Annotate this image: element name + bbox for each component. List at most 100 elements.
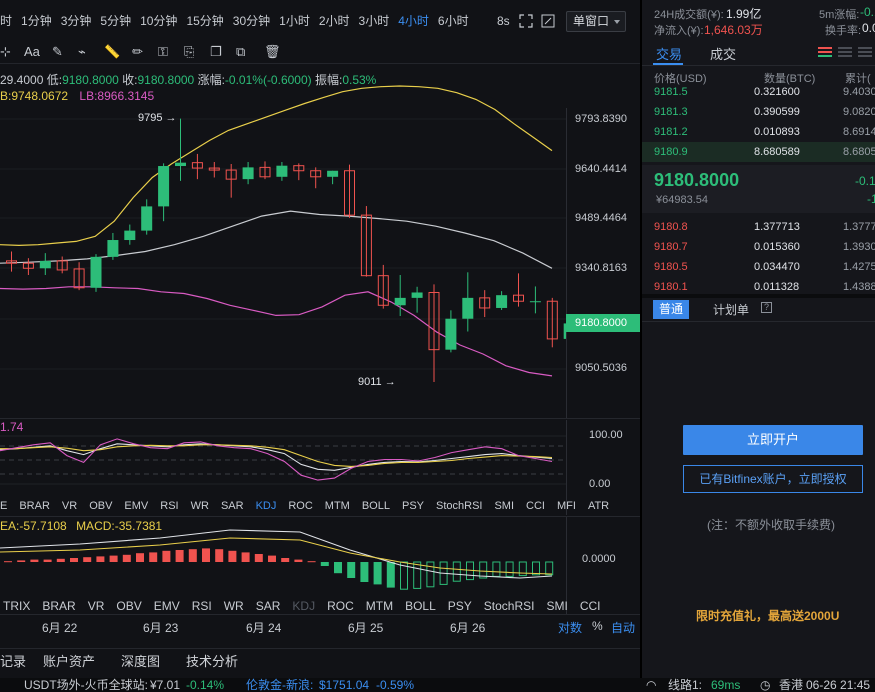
tab-account-assets[interactable]: 账户资产	[43, 654, 96, 669]
cursor-tool-icon[interactable]: ⊹	[0, 44, 11, 59]
indicator-tab-e[interactable]: E	[0, 500, 8, 512]
auto-scale-button[interactable]: 自动	[611, 621, 636, 635]
tab-plan-order[interactable]: 计划单	[713, 303, 750, 317]
indicator-tab-boll[interactable]: BOLL	[361, 500, 390, 512]
percent-scale-button[interactable]: %	[592, 619, 603, 633]
tab-records[interactable]: 记录	[0, 654, 27, 669]
indicator-tab-rsi[interactable]: RSI	[160, 500, 179, 512]
indicator-tab-kdj[interactable]: KDJ	[292, 599, 316, 613]
refresh-interval[interactable]: 8s	[497, 14, 510, 28]
copy-icon[interactable]: ⎘	[184, 44, 195, 59]
indicator-tab-emv[interactable]: EMV	[124, 500, 149, 512]
brush-tool-icon[interactable]: ✎	[52, 44, 63, 59]
indicator-tab-cci[interactable]: CCI	[526, 500, 545, 512]
trash-icon[interactable]: 🗑	[264, 44, 281, 59]
chart-area: 时 1分钟 3分钟 5分钟 10分钟 15分钟 30分钟 1小时 2小时 3小时 4小时 6小时 8s…	[0, 10, 640, 669]
pencil-tool-icon[interactable]: ✏	[132, 44, 143, 59]
log-scale-button[interactable]: 对数	[558, 621, 583, 635]
indicator-tab-sar[interactable]: SAR	[220, 500, 244, 512]
tab-normal-order[interactable]: 普通	[653, 300, 689, 319]
book-qty: 0.011328	[754, 281, 800, 293]
indicator-tab-brar[interactable]: BRAR	[19, 500, 50, 512]
indicator-tab-vr[interactable]: VR	[61, 500, 78, 512]
book-row[interactable]: 9180.9 8.680589 8.6805	[642, 142, 875, 162]
promo-banner[interactable]: 限时充值礼，最高送2000U	[696, 609, 840, 623]
indicator-tab-roc[interactable]: ROC	[327, 599, 354, 613]
book-row[interactable]: 9180.8 1.377713 1.3777	[642, 217, 875, 237]
indicator-tab-obv[interactable]: OBV	[89, 500, 113, 512]
kdj-tick: 100.00	[589, 429, 623, 441]
book-price: 9180.7	[654, 241, 688, 253]
candle-body	[529, 301, 541, 303]
interval-9[interactable]: 3小时	[358, 14, 390, 28]
magnet-tool-icon[interactable]: ⌁	[78, 44, 86, 59]
book-view-asks-icon[interactable]	[858, 47, 872, 61]
indicator-tab-rsi[interactable]: RSI	[191, 599, 212, 613]
help-icon[interactable]: ?	[761, 302, 772, 313]
indicator-tab-trix[interactable]: TRIX	[3, 599, 31, 613]
book-row[interactable]: 9180.1 0.011328 1.4388	[642, 277, 875, 297]
book-row[interactable]: 9180.7 0.015360 1.3930	[642, 237, 875, 257]
book-view-bids-icon[interactable]	[838, 47, 852, 61]
indicator-tab-vr[interactable]: VR	[87, 599, 105, 613]
indicator-tab-cci[interactable]: CCI	[579, 599, 601, 613]
authorize-button[interactable]: 已有Bitfinex账户，立即授权	[683, 465, 863, 493]
indicator-tab-smi[interactable]: SMI	[494, 500, 515, 512]
book-row[interactable]: 9180.5 0.034470 1.4275	[642, 257, 875, 277]
interval-5[interactable]: 15分钟	[186, 14, 224, 28]
macd-bar	[400, 561, 408, 590]
window-mode-select[interactable]: 单窗口	[566, 11, 626, 32]
candle-body	[259, 166, 271, 178]
interval-7[interactable]: 1小时	[279, 14, 310, 28]
kdj-k-line	[0, 443, 553, 471]
indicator-tab-smi[interactable]: SMI	[546, 599, 568, 613]
interval-3[interactable]: 5分钟	[100, 14, 132, 28]
indicator-tab-sar[interactable]: SAR	[255, 599, 281, 613]
indicator-tab-obv[interactable]: OBV	[116, 599, 142, 613]
candle-body	[411, 292, 423, 298]
interval-8[interactable]: 2小时	[318, 14, 350, 28]
indicator-tab-mtm[interactable]: MTM	[365, 599, 394, 613]
open-account-button[interactable]: 立即开户	[683, 425, 863, 455]
interval-2[interactable]: 3分钟	[60, 14, 92, 28]
book-qty: 0.010893	[754, 126, 800, 138]
indicator-tab-mtm[interactable]: MTM	[324, 500, 350, 512]
tab-depth-chart[interactable]: 深度图	[121, 654, 161, 669]
interval-10[interactable]: 4小时	[398, 14, 429, 28]
fullscreen-icon[interactable]	[519, 10, 533, 32]
indicator-tab-atr[interactable]: ATR	[587, 500, 610, 512]
lock-tool-icon[interactable]: ⚿	[158, 44, 168, 59]
macd-bar	[241, 552, 250, 562]
text-tool[interactable]: Aa	[24, 44, 40, 59]
indicator-tab-psy[interactable]: PSY	[447, 599, 472, 613]
candle-body	[225, 169, 237, 180]
ruler-tool-icon[interactable]: 📏	[104, 44, 121, 59]
indicator-tab-mfi[interactable]: MFI	[556, 500, 576, 512]
interval-1[interactable]: 1分钟	[21, 14, 52, 28]
rise5-label: 5m涨幅:	[819, 9, 860, 21]
book-view-both-icon[interactable]	[818, 47, 832, 61]
interval-4[interactable]: 10分钟	[140, 14, 178, 28]
indicator-tab-stochrsi[interactable]: StochRSI	[483, 599, 535, 613]
interval-6[interactable]: 30分钟	[232, 14, 271, 28]
indicator-tab-psy[interactable]: PSY	[401, 500, 424, 512]
indicator-tab-brar[interactable]: BRAR	[42, 599, 76, 613]
indicator-tab-boll[interactable]: BOLL	[405, 599, 436, 613]
tab-technical-analysis[interactable]: 技术分析	[186, 654, 239, 669]
duplicate-icon[interactable]: ❐	[210, 44, 222, 59]
indicator-tab-wr[interactable]: WR	[223, 599, 244, 613]
interval-11[interactable]: 6小时	[437, 14, 469, 28]
book-row[interactable]: 9181.2 0.010893 8.6914	[642, 122, 875, 142]
tab-trade[interactable]: 交易	[656, 47, 683, 62]
indicator-tab-roc[interactable]: ROC	[288, 500, 313, 512]
book-row[interactable]: 9181.3 0.390599 9.0820	[642, 102, 875, 122]
book-row[interactable]: 9181.5 0.321600 9.4030	[642, 82, 875, 102]
indicator-tab-kdj[interactable]: KDJ	[255, 500, 277, 512]
indicator-tab-stochrsi[interactable]: StochRSI	[436, 500, 483, 512]
indicator-tab-emv[interactable]: EMV	[153, 599, 180, 613]
screenshot-icon[interactable]	[541, 10, 555, 32]
interval-0[interactable]: 时	[0, 14, 13, 28]
indicator-tab-wr[interactable]: WR	[190, 500, 209, 512]
tab-deals[interactable]: 成交	[710, 47, 737, 62]
layers-icon[interactable]: ⧉	[236, 44, 246, 59]
